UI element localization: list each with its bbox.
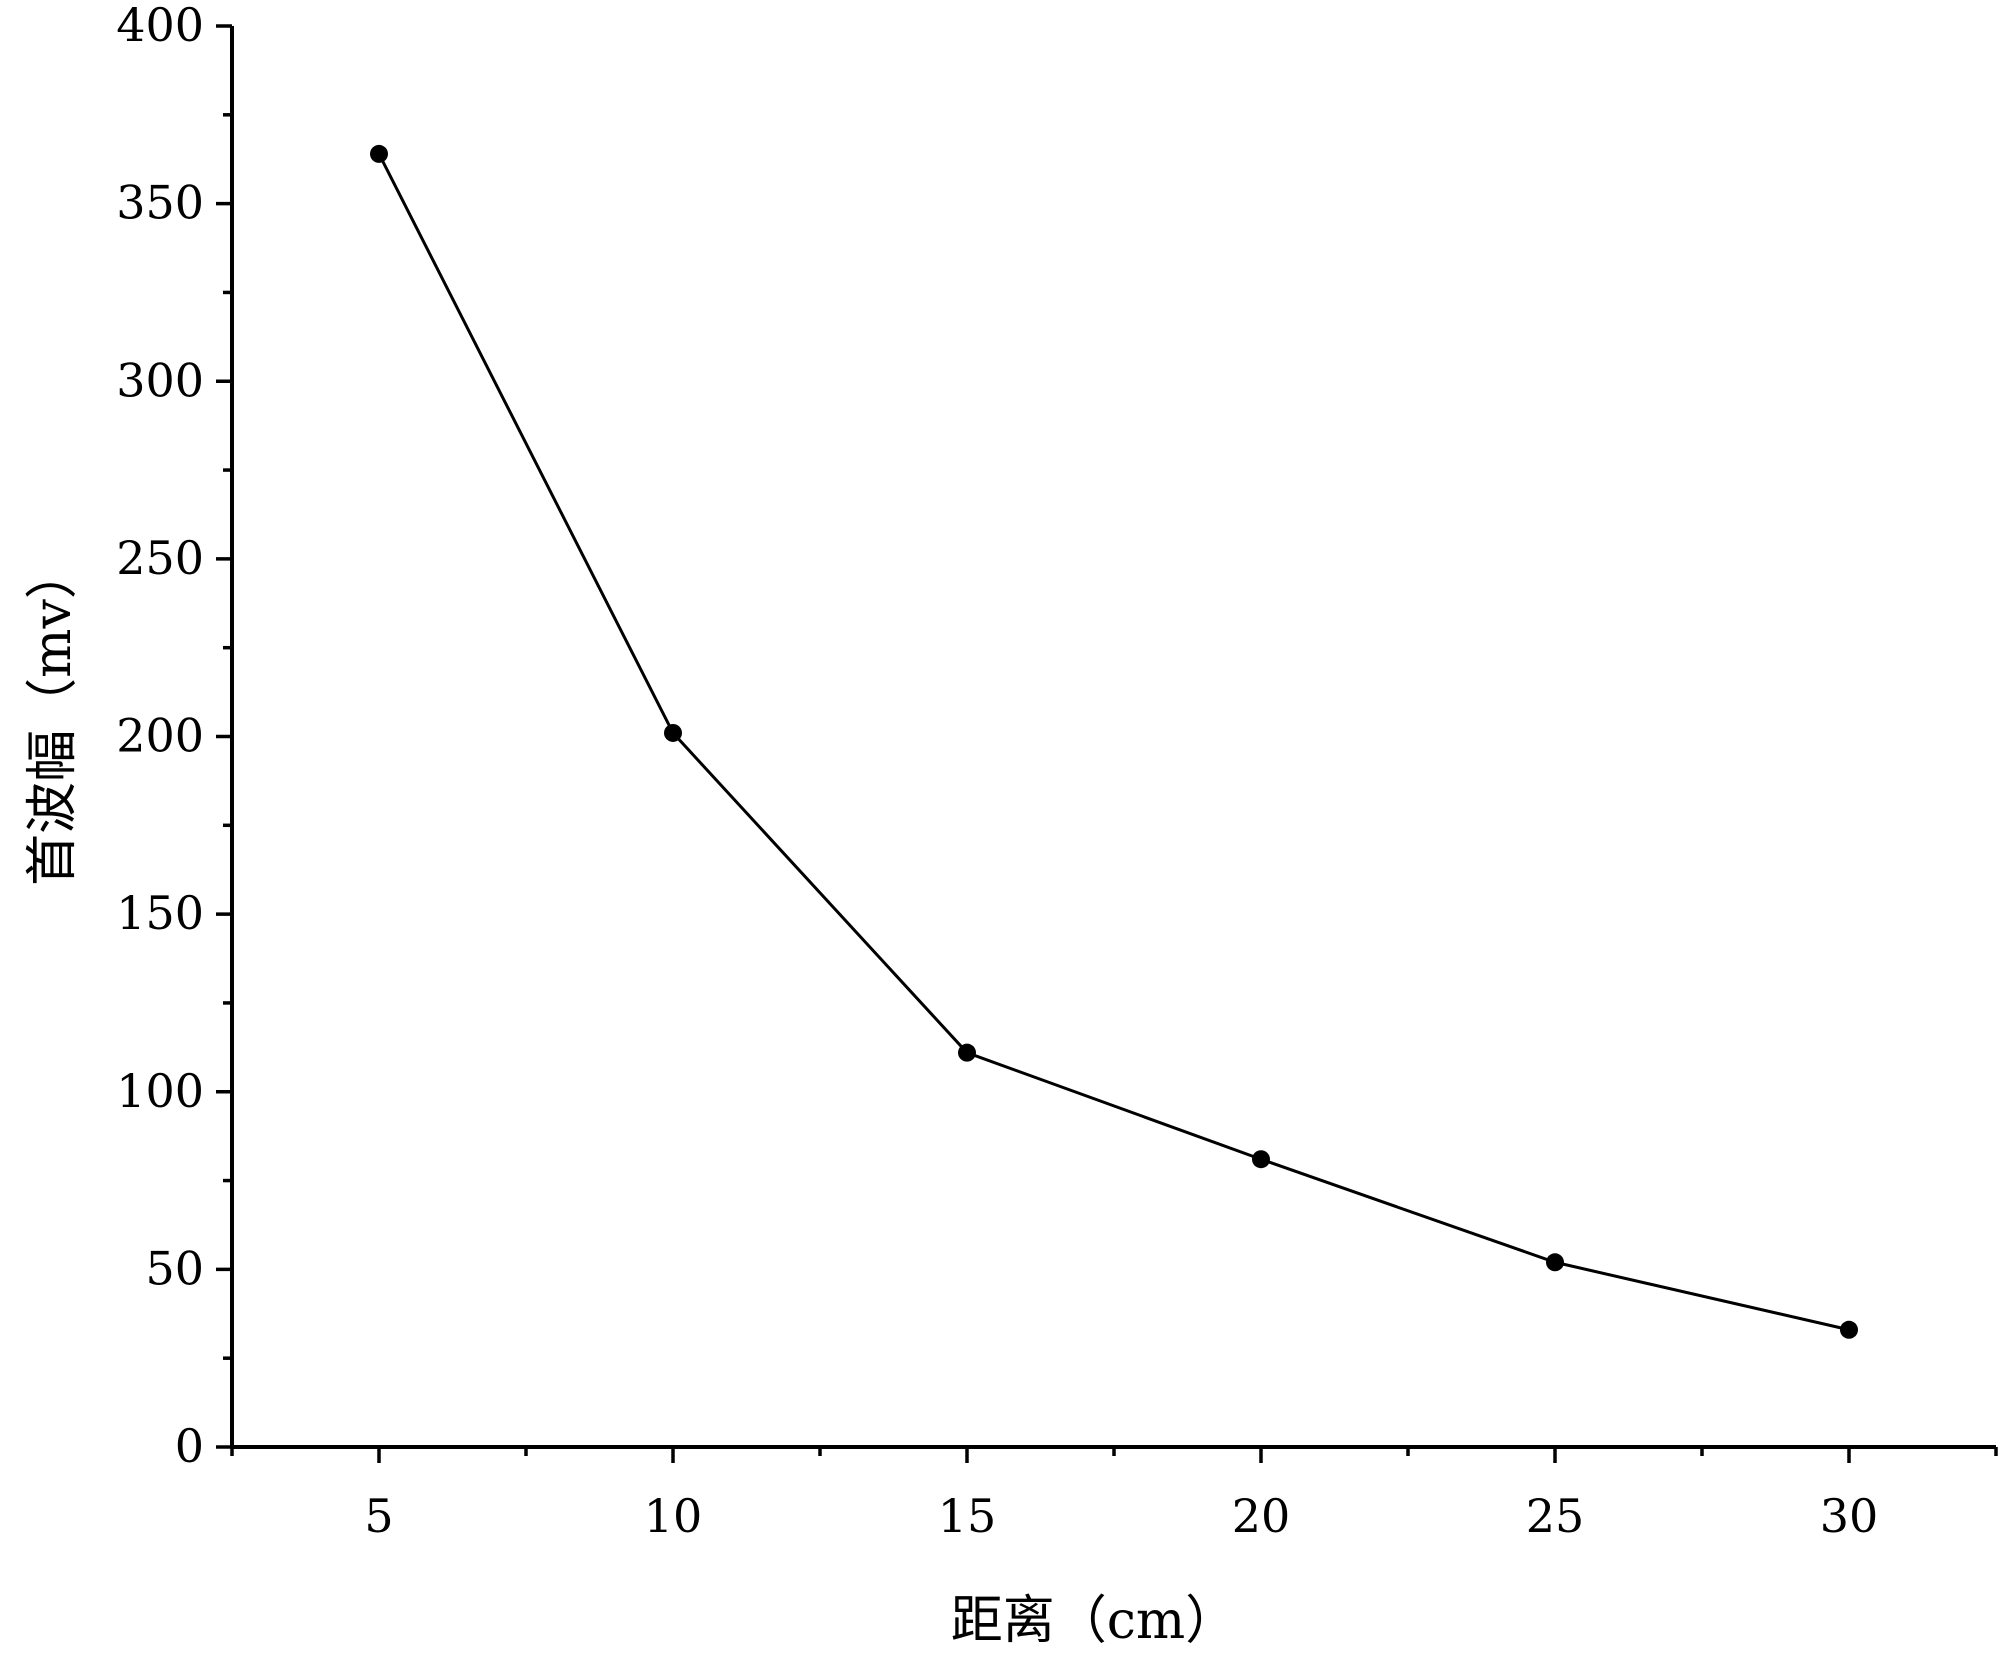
y-axis-ticks: 0 50 100 150 200 250 300 350 400 — [116, 0, 232, 1473]
x-tick-label: 10 — [644, 1489, 703, 1543]
y-tick-label: 250 — [116, 531, 204, 585]
x-tick-label: 25 — [1526, 1489, 1585, 1543]
axes — [230, 26, 1996, 1449]
x-axis-ticks: 5 10 15 20 25 30 — [230, 1447, 1998, 1543]
x-tick-label: 15 — [938, 1489, 997, 1543]
y-tick-label: 50 — [145, 1241, 204, 1295]
data-point — [1252, 1150, 1270, 1169]
y-tick-label: 100 — [116, 1064, 204, 1118]
x-axis-title: 距离（cm） — [951, 1591, 1237, 1651]
y-tick-label: 150 — [116, 886, 204, 940]
y-tick-label: 200 — [116, 709, 204, 763]
y-tick-label: 300 — [116, 353, 204, 407]
data-point — [664, 723, 682, 742]
x-tick-label: 5 — [364, 1489, 393, 1543]
series-layer — [370, 144, 1858, 1339]
x-tick-label: 20 — [1232, 1489, 1291, 1543]
data-point — [958, 1043, 976, 1062]
y-tick-label: 350 — [116, 176, 204, 230]
y-axis-title: 首波幅（mv） — [23, 547, 83, 886]
data-point — [370, 144, 388, 163]
y-tick-label: 400 — [116, 0, 204, 52]
data-point — [1546, 1253, 1564, 1272]
x-tick-label: 30 — [1820, 1489, 1879, 1543]
data-point — [1840, 1320, 1858, 1339]
series-line — [377, 153, 1850, 1332]
y-tick-label: 0 — [175, 1419, 204, 1473]
